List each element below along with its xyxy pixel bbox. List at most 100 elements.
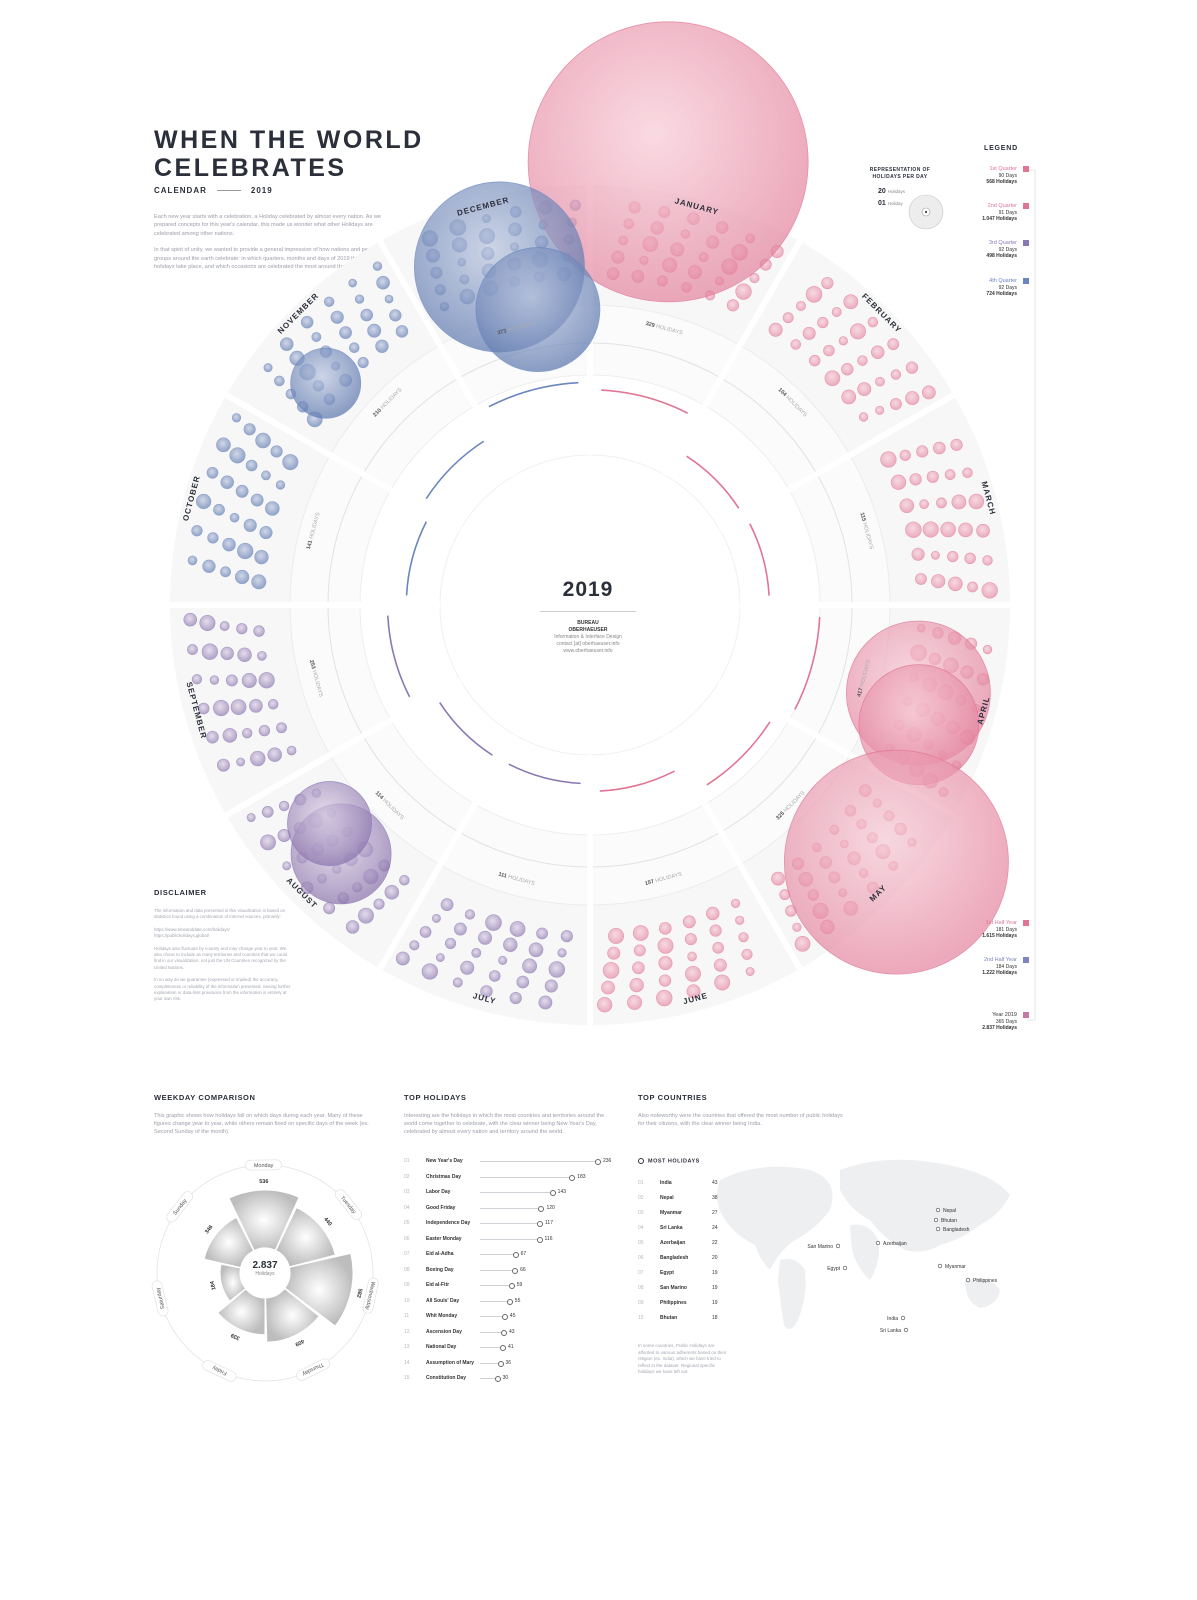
country-name: Egypt	[660, 1270, 674, 1276]
day-bubble	[453, 922, 467, 936]
holiday-peak-bubble	[290, 347, 362, 419]
day-bubble	[821, 276, 834, 290]
day-bubble	[246, 813, 256, 822]
holiday-bar-dot	[501, 1314, 508, 1320]
day-bubble	[875, 376, 885, 387]
scale-min: 01 Holiday	[878, 200, 905, 208]
title-line-1: WHEN THE WORLD	[154, 126, 424, 154]
day-bubble	[323, 296, 335, 307]
day-bubble	[684, 933, 697, 946]
disclaimer-source-2[interactable]: https://publicholidays.global/	[154, 933, 209, 939]
day-bubble	[889, 398, 902, 411]
day-bubble	[250, 750, 266, 767]
day-bubble	[982, 644, 993, 655]
day-bubble	[282, 861, 292, 871]
holiday-row: 10 All Souls' Day 55	[404, 1298, 619, 1308]
day-bubble	[947, 550, 959, 563]
weekday-bar	[284, 1252, 354, 1327]
holiday-name: Easter Monday	[426, 1235, 462, 1242]
studio-contact[interactable]: contact [at] oberhaeuser.info	[556, 641, 620, 647]
day-bubble	[948, 576, 963, 592]
day-bubble	[452, 977, 463, 988]
day-bubble	[735, 915, 745, 925]
day-bubble	[629, 978, 644, 993]
legend-year-days: 365 Days	[995, 1018, 1017, 1025]
day-bubble	[480, 985, 493, 998]
day-bubble	[187, 555, 198, 566]
day-bubble	[339, 326, 352, 339]
holiday-rank: 09	[404, 1282, 410, 1288]
day-bubble	[220, 475, 234, 489]
day-bubble	[464, 909, 476, 920]
country-name: Myanmar	[660, 1210, 682, 1216]
day-bubble	[657, 937, 674, 954]
holiday-name: Assumption of Mary	[426, 1359, 475, 1366]
day-bubble	[658, 956, 673, 971]
country-marker	[903, 1327, 909, 1333]
scale-min-unit: Holiday	[887, 201, 903, 206]
studio-line-1: BUREAU	[577, 620, 599, 626]
day-bubble	[749, 272, 760, 284]
holiday-bar-dot	[508, 1283, 515, 1289]
holiday-rank: 08	[404, 1266, 410, 1273]
legend-q4-holidays: 724 Holidays	[986, 291, 1017, 297]
day-bubble	[237, 542, 254, 560]
country-holiday-count: 19	[712, 1300, 718, 1306]
month-total-arc	[425, 440, 485, 500]
country-marker	[875, 1240, 881, 1246]
country-holiday-count: 20	[712, 1255, 718, 1261]
day-bubble	[250, 493, 264, 507]
day-bubble	[967, 581, 978, 593]
day-bubble	[275, 480, 286, 490]
day-bubble	[243, 518, 257, 532]
day-bubble	[976, 523, 990, 538]
day-bubble	[384, 885, 400, 900]
day-bubble	[632, 925, 649, 941]
day-bubble	[419, 926, 432, 938]
day-bubble	[951, 494, 967, 510]
day-bubble	[348, 342, 360, 353]
day-bubble	[656, 989, 673, 1007]
day-bubble	[905, 391, 920, 406]
holiday-bar-dot	[595, 1159, 601, 1165]
holiday-rank: 10	[404, 1297, 410, 1304]
month-total-arc	[706, 721, 771, 786]
day-bubble	[471, 947, 482, 958]
top-countries-note: In some countries, Public Holidays are a…	[638, 1343, 727, 1374]
day-bubble	[602, 962, 620, 979]
day-bubble	[357, 357, 369, 369]
country-name: Sri Lanka	[660, 1225, 683, 1231]
holiday-row: 02 Christmas Day 183	[404, 1174, 619, 1184]
day-bubble	[909, 473, 922, 486]
holiday-row: 13 National Day 41	[404, 1344, 619, 1354]
day-bubble	[509, 921, 526, 937]
month-total-value: 115	[858, 512, 866, 524]
day-bubble	[373, 898, 385, 910]
day-bubble	[713, 958, 727, 972]
day-bubble	[222, 728, 238, 743]
day-bubble	[323, 902, 336, 915]
holiday-rank: 12	[404, 1328, 410, 1335]
disclaimer-source-1[interactable]: https://www.timeanddate.com/holidays/	[154, 926, 230, 932]
holiday-bar-dot	[494, 1376, 501, 1382]
day-bubble	[516, 975, 530, 989]
day-bubble	[399, 875, 410, 886]
day-bubble	[236, 757, 246, 767]
holiday-rank: 06	[404, 1235, 410, 1242]
weekday-value: 582	[355, 1288, 363, 1298]
day-bubble	[790, 339, 801, 350]
legend-q1: 1st Quarter 90 Days 568 Holidays	[947, 166, 1029, 186]
day-bubble	[944, 469, 956, 480]
legend-h1: 1st Half Year 181 Days 1.615 Holidays	[947, 920, 1029, 940]
center-disc	[439, 454, 741, 756]
day-bubble	[259, 526, 273, 540]
holiday-bar-dot	[549, 1190, 556, 1196]
holiday-bar	[480, 1378, 495, 1379]
studio-web[interactable]: www.oberhaeuser.info	[563, 648, 613, 654]
weekday-label-pill	[296, 1358, 331, 1381]
day-bubble	[899, 498, 915, 513]
holiday-name: Ascension Day	[426, 1328, 462, 1335]
day-bubble	[858, 412, 869, 422]
country-rank: 09	[638, 1300, 644, 1306]
day-bubble	[627, 995, 643, 1010]
